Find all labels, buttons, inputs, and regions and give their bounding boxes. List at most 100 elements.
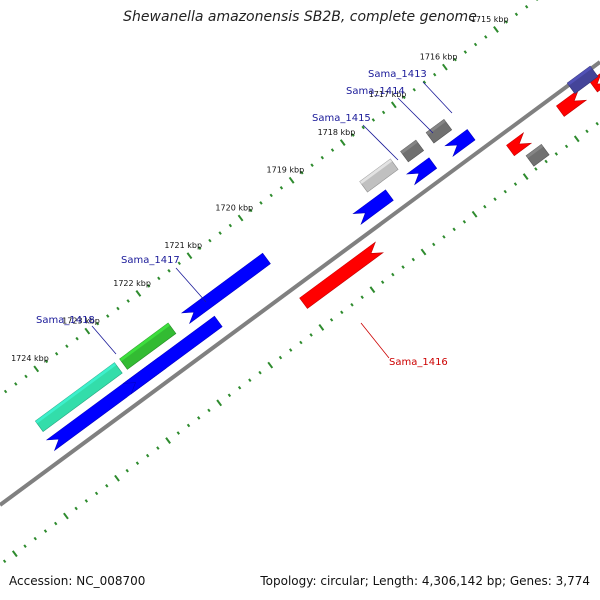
- feature-layer: [34, 65, 600, 452]
- outer-tick: [310, 163, 314, 167]
- outer-tick: [422, 80, 427, 85]
- gene-feature[interactable]: [400, 139, 425, 163]
- outer-tick: [524, 4, 529, 9]
- gene-label-sama_1416[interactable]: Sama_1416: [360, 322, 448, 368]
- outer-tick: [351, 133, 355, 137]
- gene-name: Sama_1416: [389, 357, 448, 368]
- outer-tick: [371, 118, 376, 122]
- cds-feature[interactable]: [556, 88, 588, 117]
- gene-label-layer: Sama_1413 Sama_1414 Sama_1415 Sama_1416 Sama…: [36, 69, 453, 368]
- inner-tick: [267, 361, 274, 369]
- backbone-line: [0, 60, 600, 507]
- inner-tick: [248, 378, 252, 383]
- outer-tick: [218, 231, 222, 235]
- outer-tick: [300, 170, 304, 175]
- inner-tick: [329, 318, 334, 322]
- outer-tick: [381, 110, 386, 115]
- inner-tick: [401, 265, 405, 269]
- inner-tick: [135, 461, 140, 465]
- inner-tick: [573, 135, 580, 143]
- inner-tick: [360, 295, 364, 300]
- inner-tick: [420, 248, 427, 256]
- outer-tick: [493, 26, 499, 33]
- inner-tick: [23, 544, 27, 548]
- gene-feature[interactable]: [425, 118, 453, 144]
- inner-tick: [585, 129, 589, 134]
- inner-tick: [11, 550, 18, 558]
- inner-tick: [544, 159, 548, 164]
- gene-feature[interactable]: [119, 322, 177, 370]
- outer-tick: [186, 252, 193, 260]
- outer-tick-ring: [3, 0, 539, 394]
- gene-feature[interactable]: [566, 65, 599, 94]
- gene-feature[interactable]: [525, 143, 550, 167]
- outer-tick: [402, 95, 406, 100]
- inner-tick: [462, 219, 467, 224]
- gene-feature[interactable]: [34, 362, 123, 432]
- outer-tick: [116, 306, 120, 311]
- inner-tick: [564, 144, 569, 149]
- outer-tick: [54, 351, 59, 356]
- inner-tick: [318, 323, 325, 331]
- inner-tick: [207, 408, 211, 413]
- kbp-label: 1719 kbp: [267, 166, 305, 175]
- inner-tick: [380, 280, 385, 284]
- inner-tick: [288, 348, 293, 352]
- cds-feature[interactable]: [444, 129, 476, 158]
- cds-feature[interactable]: [406, 157, 438, 186]
- inner-tick: [452, 227, 456, 232]
- inner-tick: [74, 506, 78, 511]
- outer-tick: [146, 284, 151, 288]
- inner-tick: [145, 453, 150, 458]
- outer-tick: [320, 155, 324, 160]
- outer-tick: [157, 276, 161, 281]
- inner-tick: [554, 152, 559, 156]
- leader-line: [397, 97, 434, 134]
- gene-label-sama_1417[interactable]: Sama_1417: [121, 255, 207, 303]
- kbp-label: 1718 kbp: [318, 128, 356, 137]
- outer-tick: [390, 101, 397, 109]
- cds-feature[interactable]: [122, 315, 223, 395]
- inner-tick: [197, 416, 201, 420]
- inner-tick: [165, 437, 171, 444]
- leader-line: [175, 267, 207, 303]
- inner-tick: [227, 393, 232, 398]
- gene-label-sama_1413[interactable]: Sama_1413: [368, 69, 453, 114]
- inner-tick: [534, 167, 538, 171]
- gene-label-sama_1415[interactable]: Sama_1415: [312, 113, 399, 161]
- outer-tick: [339, 139, 346, 146]
- outer-tick: [24, 374, 28, 379]
- gene-feature[interactable]: [359, 158, 399, 193]
- outer-tick: [106, 314, 110, 318]
- gene-label-sama_1418[interactable]: Sama_1418: [36, 315, 117, 355]
- outer-tick: [361, 125, 365, 130]
- inner-tick: [411, 257, 415, 262]
- outer-tick: [269, 193, 273, 198]
- inner-tick: [278, 355, 283, 360]
- inner-tick: [513, 182, 518, 186]
- outer-tick: [259, 201, 263, 205]
- outer-tick: [208, 238, 212, 243]
- outer-tick: [463, 50, 468, 54]
- inner-tick: [299, 340, 303, 345]
- cds-feature[interactable]: [299, 241, 384, 309]
- outer-tick: [514, 12, 519, 17]
- outer-tick: [330, 148, 335, 152]
- cds-feature[interactable]: [352, 189, 394, 225]
- cds-feature[interactable]: [506, 131, 533, 157]
- gene-label-sama_1414[interactable]: Sama_1414: [346, 86, 434, 134]
- gene-name: Sama_1417: [121, 255, 180, 266]
- inner-tick: [309, 333, 313, 337]
- inner-tick: [33, 536, 37, 541]
- kbp-label: 1716 kbp: [420, 52, 458, 61]
- kbp-label: 1717 kbp: [369, 90, 407, 99]
- inner-tick: [43, 529, 48, 533]
- inner-tick: [2, 559, 7, 564]
- inner-tick: [258, 370, 262, 375]
- outer-tick: [412, 87, 416, 92]
- gene-name: Sama_1415: [312, 113, 371, 124]
- cds-feature[interactable]: [180, 252, 271, 325]
- inner-tick: [442, 235, 446, 239]
